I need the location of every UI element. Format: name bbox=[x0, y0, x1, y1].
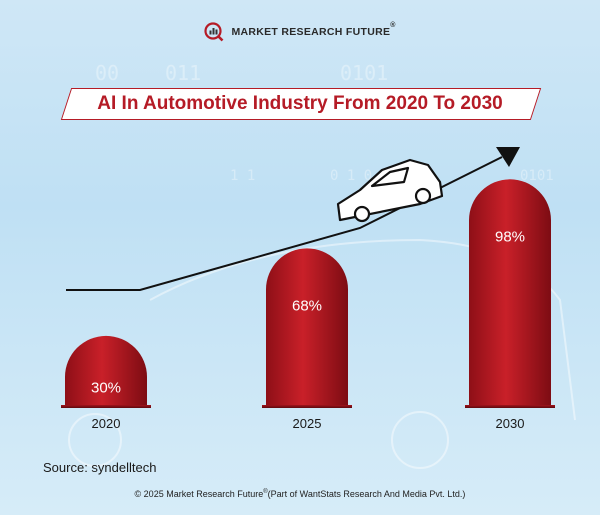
bar bbox=[266, 248, 348, 405]
bar-value-label: 98% bbox=[495, 228, 525, 245]
trend-line-group bbox=[66, 147, 520, 291]
x-tick-label: 2020 bbox=[92, 416, 121, 431]
brand-name: MARKET RESEARCH FUTURE bbox=[231, 25, 391, 38]
bar bbox=[65, 335, 147, 405]
trend-arrow-icon bbox=[496, 147, 520, 167]
chart-title: AI In Automotive Industry From 2020 To 2… bbox=[97, 93, 503, 114]
bar-chart: 30% 2020 68% 2025 98% 2030 bbox=[61, 147, 555, 431]
bar-value-label: 68% bbox=[292, 297, 322, 314]
bar-base bbox=[262, 405, 352, 408]
bar bbox=[469, 179, 551, 405]
brand-registered-mark: ® bbox=[390, 22, 396, 29]
market-research-future-logo-icon bbox=[204, 22, 224, 42]
x-tick-label: 2030 bbox=[496, 416, 525, 431]
source-note: Source: syndelltech bbox=[43, 460, 157, 475]
footer-text-before: © 2025 Market Research Future bbox=[134, 489, 264, 499]
car-icon bbox=[336, 158, 444, 223]
brand-header: MARKET RESEARCH FUTURE® bbox=[0, 22, 600, 42]
bar-value-label: 30% bbox=[91, 379, 121, 396]
bar-base bbox=[61, 405, 151, 408]
footer-text-after: (Part of WantStats Research And Media Pv… bbox=[267, 489, 466, 499]
footer-registered-mark: ® bbox=[263, 489, 268, 495]
copyright-footer: © 2025 Market Research Future®(Part of W… bbox=[0, 489, 600, 499]
x-tick-label: 2025 bbox=[293, 416, 322, 431]
bar-base bbox=[465, 405, 555, 408]
